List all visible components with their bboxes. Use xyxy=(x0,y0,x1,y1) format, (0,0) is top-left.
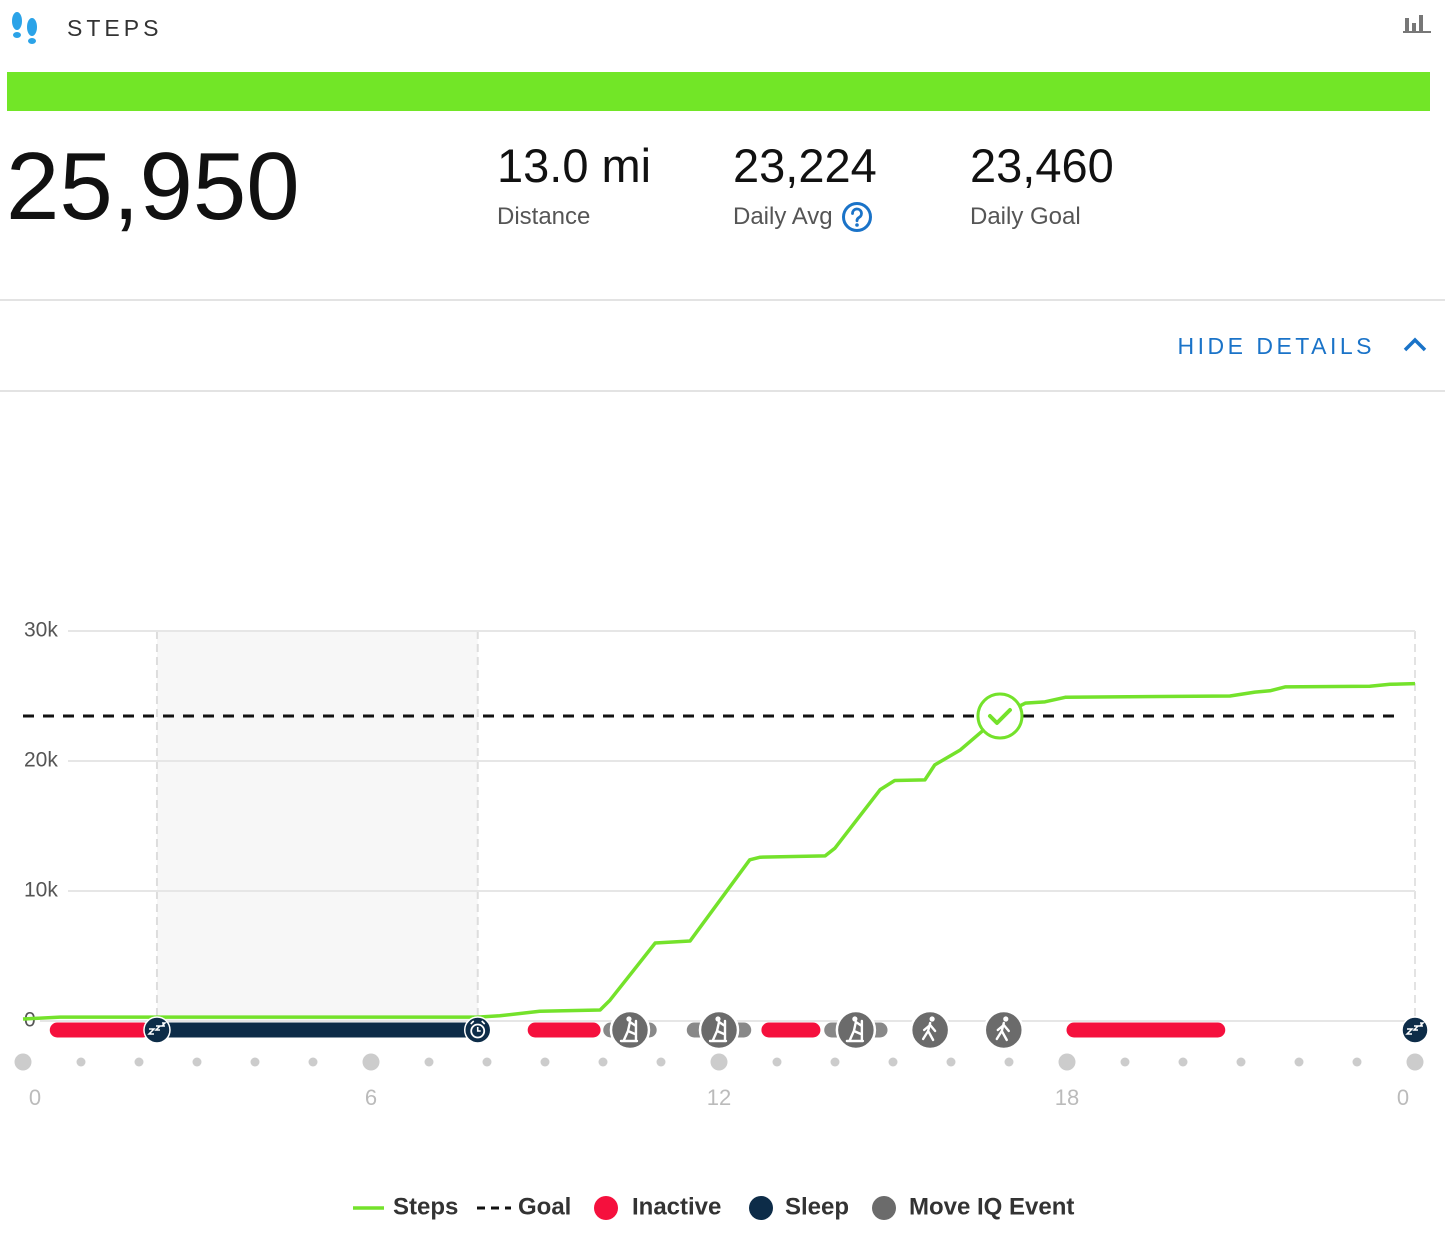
x-minor-tick xyxy=(656,1057,666,1067)
toggle-details[interactable]: HIDE DETAILS xyxy=(1177,333,1375,359)
x-minor-tick xyxy=(1004,1057,1014,1067)
x-minor-tick xyxy=(598,1057,608,1067)
x-tick-label: 6 xyxy=(365,1085,377,1110)
x-tick xyxy=(710,1053,728,1071)
x-minor-tick xyxy=(76,1057,86,1067)
x-minor-tick xyxy=(192,1057,202,1067)
legend-label: Steps xyxy=(393,1193,458,1220)
sleep-glyph xyxy=(147,1022,167,1035)
move-iq-head xyxy=(626,1016,632,1022)
legend-swatch xyxy=(872,1196,896,1220)
progress-bar xyxy=(7,72,1430,111)
stat-value: 23,224 xyxy=(733,139,877,192)
x-minor-tick xyxy=(888,1057,898,1067)
move-iq-head xyxy=(852,1016,858,1022)
x-minor-tick xyxy=(250,1057,260,1067)
x-minor-tick xyxy=(424,1057,434,1067)
legend-label: Inactive xyxy=(632,1193,721,1220)
alarm-hands xyxy=(470,1020,486,1032)
move-iq-glyph xyxy=(619,1019,639,1043)
section-title: STEPS xyxy=(67,15,163,41)
help-icon[interactable] xyxy=(841,201,875,235)
legend-label: Sleep xyxy=(785,1193,849,1220)
x-minor-tick xyxy=(772,1057,782,1067)
move-iq-head xyxy=(929,1016,935,1022)
stat-value: 13.0 mi xyxy=(497,139,652,192)
x-minor-tick xyxy=(482,1057,492,1067)
move-iq-glyph xyxy=(921,1021,937,1042)
total-steps: 25,950 xyxy=(6,133,300,240)
x-minor-tick xyxy=(1352,1057,1362,1067)
steps-icon xyxy=(12,12,37,44)
legend-label: Goal xyxy=(518,1193,571,1220)
x-minor-tick xyxy=(830,1057,840,1067)
stat-label: Daily Goal xyxy=(970,203,1081,230)
x-tick xyxy=(1406,1053,1424,1071)
move-iq-event xyxy=(909,1009,951,1051)
x-minor-tick xyxy=(946,1057,956,1067)
divider xyxy=(0,390,1445,392)
x-tick xyxy=(14,1053,32,1071)
move-iq-event xyxy=(609,1009,651,1051)
alarm-glyph xyxy=(470,1023,486,1039)
sleep-shade xyxy=(156,631,478,1021)
x-tick-label: 0 xyxy=(29,1085,41,1110)
x-tick-label: 0 xyxy=(1397,1085,1409,1110)
x-minor-tick xyxy=(540,1057,550,1067)
x-tick xyxy=(1058,1053,1076,1071)
stat-value: 23,460 xyxy=(970,139,1114,192)
move-iq-head xyxy=(1003,1016,1009,1022)
y-tick-label: 20k xyxy=(24,749,58,772)
y-tick-label: 30k xyxy=(24,619,58,642)
divider xyxy=(0,299,1445,301)
move-iq-event xyxy=(983,1009,1025,1051)
sleep-glyph xyxy=(1405,1022,1425,1035)
chart-view-button[interactable] xyxy=(1403,12,1431,34)
y-tick-label: 10k xyxy=(24,879,58,902)
stat-label: Distance xyxy=(497,203,591,230)
x-minor-tick xyxy=(308,1057,318,1067)
x-minor-tick xyxy=(1294,1057,1304,1067)
move-iq-glyph xyxy=(845,1019,865,1043)
steps-line xyxy=(22,681,1416,1021)
legend-swatch xyxy=(594,1196,618,1220)
x-tick-label: 18 xyxy=(1055,1085,1079,1110)
goal-reached-badge xyxy=(976,692,1024,740)
move-iq-head xyxy=(715,1016,721,1022)
x-minor-tick xyxy=(134,1057,144,1067)
x-minor-tick xyxy=(1120,1057,1130,1067)
goal-check xyxy=(987,708,1012,726)
chevron-up[interactable] xyxy=(1402,334,1428,354)
x-minor-tick xyxy=(1236,1057,1246,1067)
x-tick xyxy=(362,1053,380,1071)
move-iq-glyph xyxy=(995,1021,1010,1042)
x-tick-label: 12 xyxy=(707,1085,731,1110)
move-iq-glyph xyxy=(708,1019,728,1043)
legend-swatch xyxy=(749,1196,773,1220)
move-iq-event xyxy=(835,1009,877,1051)
x-minor-tick xyxy=(1178,1057,1188,1067)
move-iq-event xyxy=(698,1009,740,1051)
legend-label: Move IQ Event xyxy=(909,1193,1074,1220)
stat-label: Daily Avg xyxy=(733,203,833,230)
